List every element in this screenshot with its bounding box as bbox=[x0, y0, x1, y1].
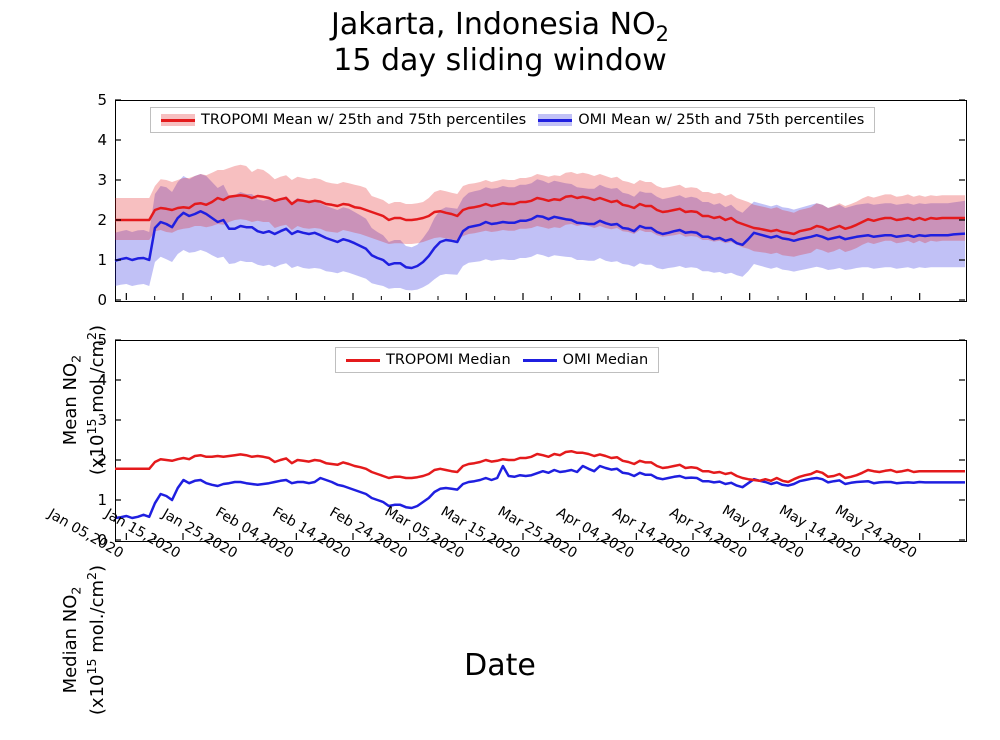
figure-title-line1: Jakarta, Indonesia NO2 bbox=[0, 8, 1000, 46]
figure: Jakarta, Indonesia NO2 15 day sliding wi… bbox=[0, 0, 1000, 700]
ytick-label: 5 bbox=[77, 91, 107, 109]
legend-line-omi bbox=[523, 359, 557, 362]
bottom-ylabel: Median NO2 (x1015 mol./cm2) bbox=[60, 540, 108, 740]
top-legend: TROPOMI Mean w/ 25th and 75th percentile… bbox=[150, 107, 875, 133]
legend-item-tropomi-median: TROPOMI Median bbox=[346, 352, 511, 368]
ytick-label: 3 bbox=[77, 171, 107, 189]
figure-title-line2: 15 day sliding window bbox=[0, 44, 1000, 79]
x-axis-label: Date bbox=[0, 648, 1000, 683]
legend-item-omi-median: OMI Median bbox=[523, 352, 649, 368]
ytick-label: 3 bbox=[77, 411, 107, 429]
legend-item-omi-mean: OMI Mean w/ 25th and 75th percentiles bbox=[538, 112, 864, 128]
ytick-label: 5 bbox=[77, 331, 107, 349]
legend-label-omi-median: OMI Median bbox=[563, 352, 649, 368]
ytick-label: 1 bbox=[77, 491, 107, 509]
ytick-label: 2 bbox=[77, 211, 107, 229]
legend-swatch-omi bbox=[538, 114, 572, 126]
ytick-label: 4 bbox=[77, 371, 107, 389]
ytick-label: 1 bbox=[77, 251, 107, 269]
legend-swatch-tropomi bbox=[161, 114, 195, 126]
top-ylabel: Mean NO2 (x1015 mol./cm2) bbox=[60, 300, 108, 500]
legend-label-omi: OMI Mean w/ 25th and 75th percentiles bbox=[578, 112, 864, 128]
ytick-label: 2 bbox=[77, 451, 107, 469]
legend-label-tropomi: TROPOMI Mean w/ 25th and 75th percentile… bbox=[201, 112, 526, 128]
legend-line-tropomi bbox=[346, 359, 380, 362]
bottom-legend: TROPOMI Median OMI Median bbox=[335, 347, 659, 373]
ytick-label: 4 bbox=[77, 131, 107, 149]
legend-label-tropomi-median: TROPOMI Median bbox=[386, 352, 511, 368]
legend-item-tropomi-mean: TROPOMI Mean w/ 25th and 75th percentile… bbox=[161, 112, 526, 128]
